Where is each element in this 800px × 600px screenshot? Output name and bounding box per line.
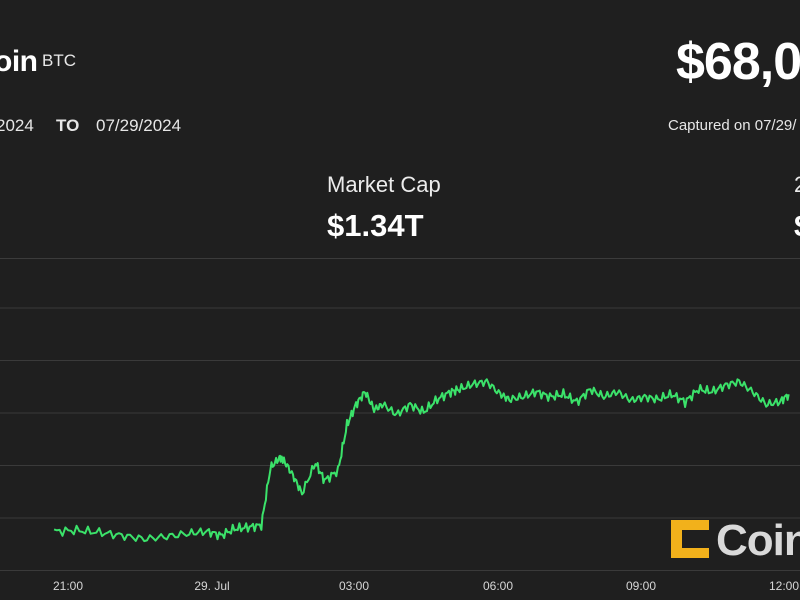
current-price: $68,0	[676, 33, 800, 91]
market-cap-label: Market Cap	[327, 172, 441, 197]
to-label: TO	[56, 116, 80, 135]
captured-date: Captured on 07/29/	[668, 117, 797, 134]
grid-lines	[0, 307, 800, 571]
to-date: 07/29/2024	[96, 116, 182, 135]
x-tick-label: 09:00	[626, 579, 656, 593]
x-axis-ticks: 21:00 29. Jul 03:00 06:00 09:00 12:00	[53, 579, 799, 593]
x-tick-label: 21:00	[53, 579, 83, 593]
edge-stat-value: $	[794, 208, 800, 244]
edge-stat-label: 2	[794, 172, 800, 198]
from-date: 2024	[0, 116, 34, 135]
x-tick-label: 29. Jul	[194, 579, 229, 593]
asset-ticker: BTC	[42, 51, 76, 70]
market-cap-value: $1.34T	[327, 208, 424, 243]
watermark-text: Coin	[716, 516, 800, 565]
x-tick-label: 06:00	[483, 579, 513, 593]
x-tick-label: 03:00	[339, 579, 369, 593]
x-tick-label: 12:00	[769, 579, 799, 593]
asset-name: oin	[0, 45, 38, 78]
price-line-series	[53, 378, 790, 543]
header-divider	[0, 258, 800, 259]
coin-logo-icon	[671, 520, 709, 558]
